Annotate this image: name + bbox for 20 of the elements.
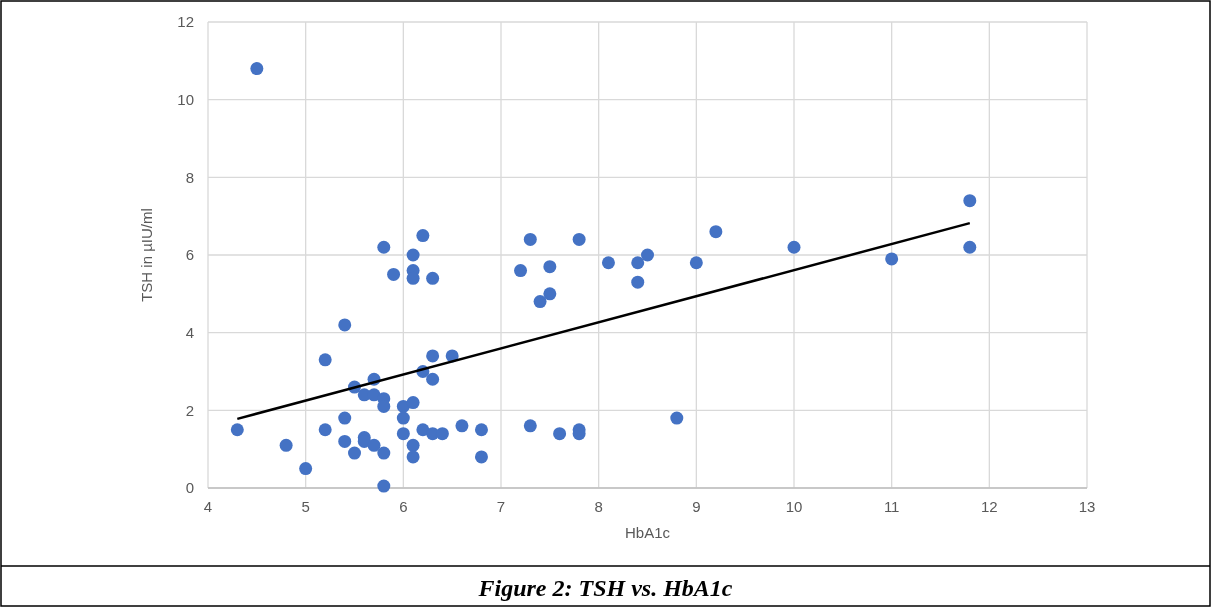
x-tick-label: 11 (883, 498, 900, 515)
x-axis-title: HbA1c (624, 524, 671, 541)
x-tick-label: 6 (399, 498, 408, 515)
y-tick-label: 0 (185, 479, 194, 497)
x-tick-label: 12 (980, 498, 998, 515)
y-tick-label: 2 (185, 401, 194, 419)
y-tick-label: 6 (185, 246, 194, 264)
x-tick-label: 10 (785, 498, 803, 515)
x-tick-label: 8 (594, 498, 603, 515)
text: Figure 2: TSH vs. HbA1c (477, 575, 733, 601)
x-tick-label: 4 (203, 498, 213, 515)
x-tick-label: 13 (1078, 498, 1096, 515)
y-tick-label: 10 (177, 90, 194, 108)
y-tick-label: 4 (185, 323, 194, 341)
y-tick-label: 8 (185, 168, 194, 186)
y-tick-label: 12 (177, 13, 194, 31)
x-tick-label: 5 (301, 498, 310, 515)
x-tick-label: 7 (496, 498, 506, 515)
x-tick-label: 9 (692, 498, 701, 515)
y-axis-title: TSH in µIU/ml (138, 208, 155, 302)
